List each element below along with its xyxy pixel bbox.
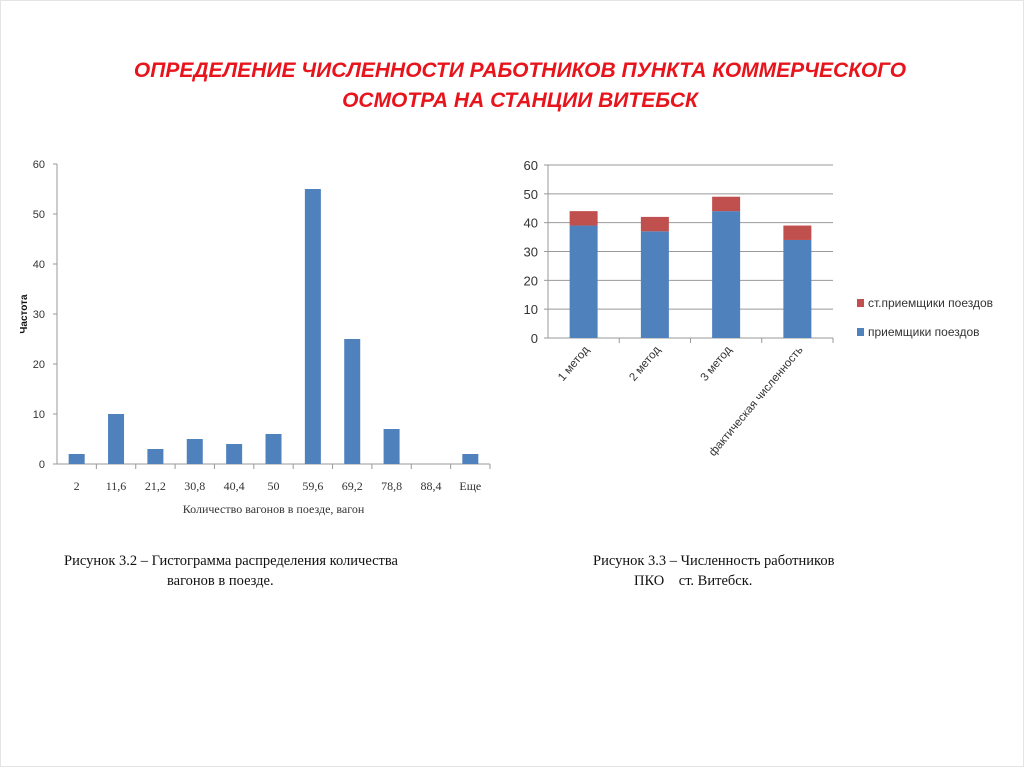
y-tick-label: 30: [33, 309, 45, 321]
legend-swatch: [857, 328, 864, 336]
y-tick-label: 0: [39, 459, 45, 471]
y-tick-label: 20: [33, 359, 45, 371]
y-tick-label: 40: [524, 216, 538, 231]
y-tick-label: 60: [524, 158, 538, 173]
title-line-1: ОПРЕДЕЛЕНИЕ ЧИСЛЕННОСТИ РАБОТНИКОВ ПУНКТ…: [133, 59, 907, 82]
histogram-bar: [226, 444, 243, 464]
y-tick-label: 50: [33, 209, 45, 221]
histogram-bar: [147, 449, 164, 464]
x-tick-label: 78,8: [381, 479, 402, 493]
y-tick-label: 60: [33, 159, 45, 171]
y-tick-label: 20: [524, 273, 538, 288]
stacked-bar-segment: [712, 211, 741, 338]
y-tick-label: 10: [33, 409, 45, 421]
x-tick-label: 69,2: [342, 479, 363, 493]
title-line-2: ОСМОТРА НА СТАНЦИИ ВИТЕБСК: [342, 89, 698, 112]
y-tick-label: 30: [524, 245, 538, 260]
x-tick-label: 3 метод: [699, 344, 735, 384]
x-tick-label: 40,4: [224, 479, 245, 493]
x-tick-label: 59,6: [302, 479, 323, 493]
caption-right-line-2: ПКО ст. Витебск.: [634, 573, 753, 589]
x-tick-label: 88,4: [420, 479, 441, 493]
histogram-bar: [68, 454, 85, 464]
stacked-bar-segment: [569, 211, 598, 226]
x-tick-label: 50: [268, 479, 280, 493]
x-tick-label: Еще: [459, 479, 481, 493]
stacked-bar-segment: [569, 225, 598, 338]
caption-left-line-1: Рисунок 3.2 – Гистограмма распределения …: [64, 553, 398, 569]
x-axis-title: Количество вагонов в поезде, вагон: [183, 502, 365, 516]
stacked-bar-segment: [640, 216, 669, 232]
x-tick-label: 30,8: [184, 479, 205, 493]
y-tick-label: 50: [524, 187, 538, 202]
histogram-bar: [304, 189, 321, 464]
legend-label: приемщики поездов: [868, 325, 980, 339]
slide-title: ОПРЕДЕЛЕНИЕ ЧИСЛЕННОСТИ РАБОТНИКОВ ПУНКТ…: [40, 56, 1000, 116]
x-tick-label: 1 метод: [556, 344, 592, 384]
histogram-bar: [186, 439, 203, 464]
legend-label: ст.приемщики поездов: [868, 296, 993, 310]
y-tick-label: 0: [531, 331, 538, 346]
histogram-bar: [462, 454, 479, 464]
stacked-bar-segment: [783, 225, 812, 240]
y-axis-title: Частота: [19, 294, 30, 334]
x-tick-label: 2 метод: [627, 344, 663, 384]
y-tick-label: 10: [524, 302, 538, 317]
x-tick-label: 21,2: [145, 479, 166, 493]
stacked-bar-segment: [712, 196, 741, 212]
y-tick-label: 40: [33, 259, 45, 271]
x-tick-label: 2: [74, 479, 80, 493]
stacked-bar-segment: [640, 231, 669, 338]
histogram-bar: [383, 429, 400, 464]
legend-swatch: [857, 299, 864, 307]
stacked-bar-segment: [783, 239, 812, 338]
histogram-bar: [265, 434, 282, 464]
x-tick-label: 11,6: [106, 479, 127, 493]
histogram-bar: [344, 339, 361, 464]
histogram-bar: [108, 414, 125, 464]
caption-left-line-2: вагонов в поезде.: [167, 573, 274, 589]
caption-right-line-1: Рисунок 3.3 – Численность работников: [593, 553, 835, 569]
